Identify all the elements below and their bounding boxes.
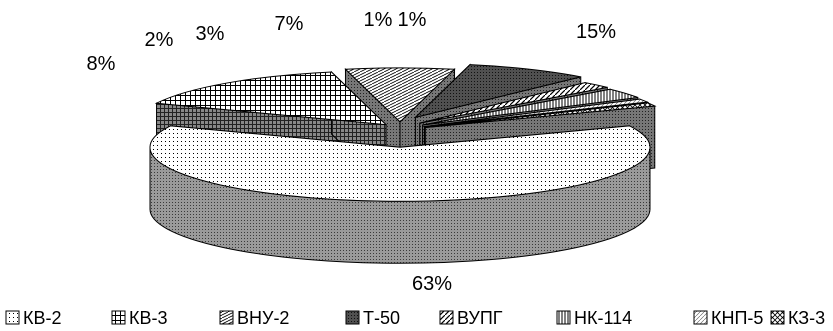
legend-swatch-т-50	[345, 310, 360, 325]
data-label-кв-2: 63%	[412, 273, 452, 295]
legend-swatch-вупг	[439, 310, 454, 325]
legend-swatch-кв-3	[111, 310, 126, 325]
data-label-кз-3: 1%	[398, 9, 427, 31]
legend-swatch-кз-3	[770, 310, 785, 325]
data-label-кв-3: 15%	[576, 21, 616, 43]
pie-slice-кнп-5	[424, 98, 650, 128]
pie-slice-т-50	[413, 64, 581, 119]
legend-label-кв-2: КВ-2	[23, 308, 62, 328]
chart-legend: КВ-2 КВ-3 ВНУ-2 Т-50 ВУПГ НК-114 КНП-5 КЗ-3	[5, 308, 825, 328]
data-label-нк-114: 3%	[196, 23, 225, 45]
legend-label-вупг: ВУПГ	[457, 308, 503, 328]
pie-slice-кв-3	[154, 71, 388, 126]
pie-slice-кз-3	[425, 102, 657, 128]
legend-label-вну-2: ВНУ-2	[237, 308, 289, 328]
legend-label-кз-3: КЗ-3	[788, 308, 825, 328]
legend-label-нк-114: НК-114	[574, 308, 632, 328]
legend-swatch-нк-114	[556, 310, 571, 325]
pie-slice-нк-114	[422, 88, 639, 126]
pie-slice-вну-2	[344, 67, 456, 123]
data-label-вупг: 2%	[145, 29, 174, 51]
pie-slice-вупг	[419, 82, 608, 124]
data-label-кнп-5: 1%	[364, 9, 393, 31]
legend-swatch-кнп-5	[693, 310, 708, 325]
legend-swatch-кв-2	[5, 310, 20, 325]
data-label-т-50: 8%	[87, 53, 116, 75]
legend-label-т-50: Т-50	[363, 308, 400, 328]
pie-slice-кв-2	[149, 125, 651, 202]
legend-label-кв-3: КВ-3	[129, 308, 168, 328]
legend-label-кнп-5: КНП-5	[711, 308, 763, 328]
data-label-вну-2: 7%	[275, 13, 304, 35]
legend-swatch-вну-2	[219, 310, 234, 325]
